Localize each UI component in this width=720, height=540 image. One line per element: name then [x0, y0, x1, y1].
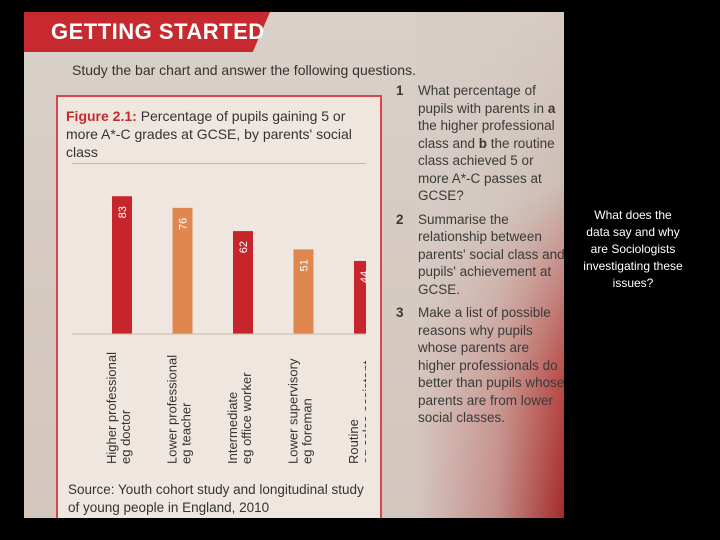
- figure-caption: Figure 2.1: Percentage of pupils gaining…: [66, 107, 366, 161]
- chart-category-label: eg sales assistant: [360, 360, 366, 464]
- chart-bar: [112, 196, 132, 334]
- question-number: 2: [396, 211, 404, 227]
- question-mark-b: b: [478, 135, 488, 151]
- getting-started-banner: [24, 12, 270, 52]
- chart-category-label: Lower supervisory: [286, 358, 301, 464]
- question-1: 1 What percentage of pupils with parents…: [396, 82, 564, 205]
- chart-category-label: eg foreman: [300, 398, 315, 464]
- page-edge-background: [416, 12, 564, 518]
- banner-title: GETTING STARTED: [51, 19, 265, 44]
- chart-data-label: 83: [117, 206, 129, 218]
- chart-category-label: Intermediate: [225, 392, 240, 464]
- question-text: What percentage of pupils with parents i…: [418, 83, 548, 116]
- question-3: 3 Make a list of possible reasons why pu…: [396, 304, 564, 427]
- chart-category-label: Routine: [346, 419, 361, 464]
- question-text: Summarise the relationship between paren…: [418, 211, 564, 297]
- chart-category-label: Lower professional: [165, 355, 180, 464]
- textbook-photo: GETTING STARTED Study the bar chart and …: [24, 12, 564, 518]
- question-number: 1: [396, 83, 404, 98]
- chart-category-label: Higher professional: [104, 352, 119, 464]
- chart-data-label: 44: [359, 271, 366, 283]
- chart-data-label: 76: [178, 218, 190, 230]
- question-text: the higher professional class and: [418, 118, 555, 151]
- question-number: 3: [396, 305, 404, 320]
- intro-text: Study the bar chart and answer the follo…: [72, 62, 416, 78]
- question-text: Make a list of possible reasons why pupi…: [418, 305, 564, 425]
- chart-bar: [293, 249, 314, 334]
- figure-box: Figure 2.1: Percentage of pupils gaining…: [56, 95, 382, 518]
- question-text: the routine class achieved 5 or more A*-…: [418, 135, 555, 204]
- chart-category-label: eg doctor: [118, 409, 133, 464]
- question-mark-a: a: [547, 100, 556, 116]
- chart-data-label: 51: [299, 259, 311, 271]
- chart-bar: [233, 231, 253, 334]
- chart-bar: [172, 207, 193, 334]
- figure-caption-text: Percentage of pupils gaining 5 or more A…: [66, 108, 352, 160]
- chart-category-label: eg office worker: [239, 372, 254, 464]
- chart-bar: [354, 260, 366, 334]
- questions-list: 1 What percentage of pupils with parents…: [396, 82, 564, 433]
- side-note: What does the data say and why are Socio…: [583, 208, 683, 290]
- bar-chart-svg: 83 Higher professional eg doctor 76 Lower pr…: [72, 196, 366, 464]
- figure-label: Figure 2.1:: [66, 108, 137, 124]
- figure-source: Source: Youth cohort study and longitudi…: [68, 482, 364, 515]
- question-2: 2 Summarise the relationship between par…: [396, 211, 564, 299]
- chart-data-label: 62: [238, 241, 250, 253]
- bar-chart: 83 Higher professional eg doctor 76 Lower pr…: [72, 163, 366, 464]
- chart-category-label: eg teacher: [179, 402, 194, 464]
